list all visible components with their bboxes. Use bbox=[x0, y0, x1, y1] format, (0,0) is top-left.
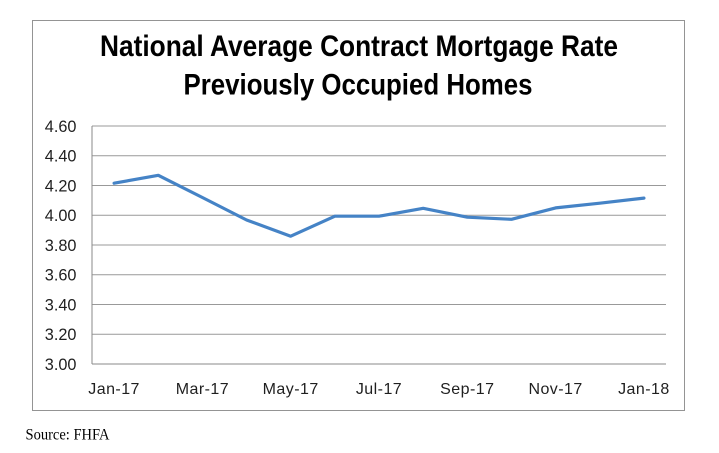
svg-text:National Average Contract Mort: National Average Contract Mortgage Rate bbox=[100, 30, 618, 63]
svg-text:4.00: 4.00 bbox=[45, 207, 77, 225]
svg-text:Jan-17: Jan-17 bbox=[88, 381, 140, 398]
svg-text:3.80: 3.80 bbox=[45, 237, 77, 255]
svg-text:Sep-17: Sep-17 bbox=[440, 381, 494, 398]
svg-text:4.40: 4.40 bbox=[45, 148, 77, 166]
svg-text:Nov-17: Nov-17 bbox=[528, 381, 582, 398]
svg-text:3.20: 3.20 bbox=[45, 326, 77, 344]
svg-text:May-17: May-17 bbox=[263, 381, 319, 398]
svg-text:4.20: 4.20 bbox=[45, 177, 77, 195]
svg-text:Jul-17: Jul-17 bbox=[356, 381, 402, 398]
svg-text:4.60: 4.60 bbox=[45, 118, 77, 136]
svg-text:Source: FHFA: Source: FHFA bbox=[26, 427, 111, 444]
svg-text:Mar-17: Mar-17 bbox=[176, 381, 229, 398]
svg-text:Previously Occupied Homes: Previously Occupied Homes bbox=[184, 69, 533, 102]
svg-text:Jan-18: Jan-18 bbox=[618, 381, 670, 398]
svg-text:3.60: 3.60 bbox=[45, 267, 77, 285]
svg-text:3.00: 3.00 bbox=[45, 356, 77, 374]
svg-text:3.40: 3.40 bbox=[45, 296, 77, 314]
